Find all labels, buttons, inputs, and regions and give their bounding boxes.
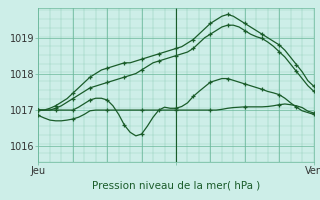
X-axis label: Pression niveau de la mer( hPa ): Pression niveau de la mer( hPa ) [92,180,260,190]
